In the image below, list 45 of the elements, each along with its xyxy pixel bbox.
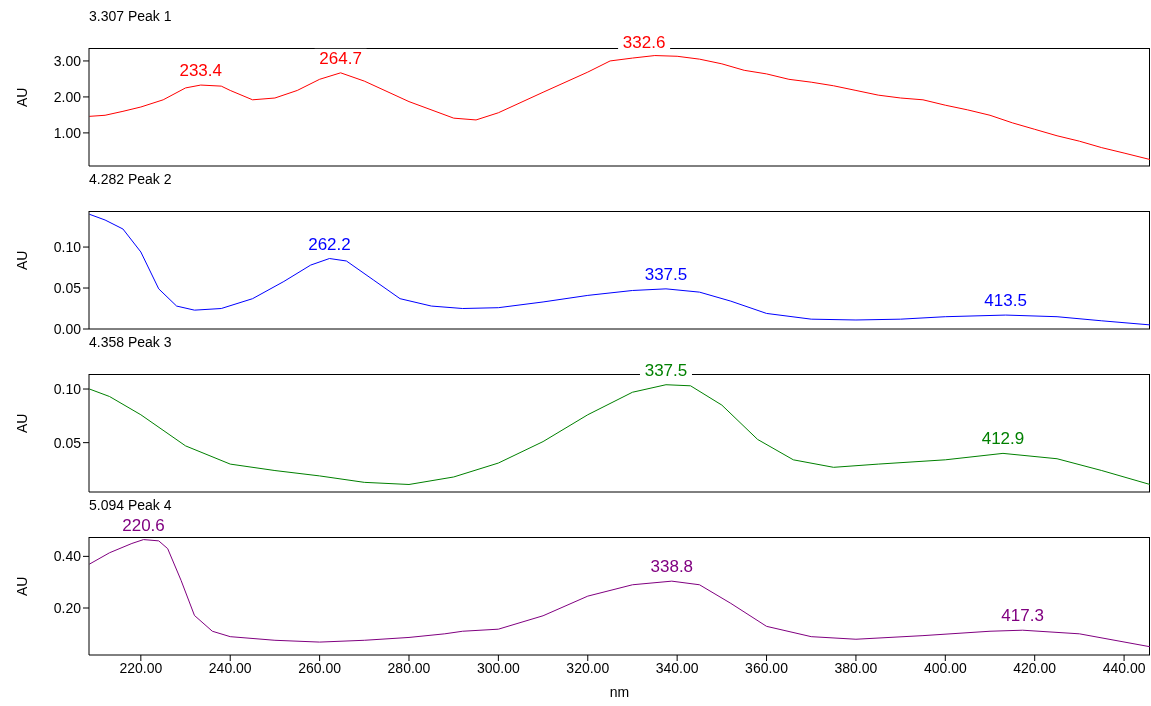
annotation: 338.8 xyxy=(650,557,694,577)
line-series xyxy=(89,384,1150,485)
x-tick-label: 340.00 xyxy=(655,659,699,676)
y-axis-title: AU xyxy=(13,250,30,270)
x-tick-label: 260.00 xyxy=(298,659,342,676)
chart-title: 4.282 Peak 2 xyxy=(89,171,172,187)
annotation: 332.6 xyxy=(622,32,666,52)
y-tick-label: 1.00 xyxy=(53,124,82,141)
x-tick-label: 380.00 xyxy=(834,659,878,676)
chart-title: 5.094 Peak 4 xyxy=(89,497,172,513)
y-tick-label: 2.00 xyxy=(53,88,82,105)
annotation: 337.5 xyxy=(644,264,688,284)
y-tick-label: 0.10 xyxy=(53,239,82,256)
line-series xyxy=(89,539,1150,648)
y-tick-label: 0.00 xyxy=(53,320,82,337)
annotation: 413.5 xyxy=(984,291,1027,311)
y-tick-label: 3.00 xyxy=(53,52,82,69)
x-tick-label: 280.00 xyxy=(387,659,431,676)
annotation: 262.2 xyxy=(308,234,351,254)
y-tick-label: 0.40 xyxy=(53,548,82,565)
annotation: 337.5 xyxy=(644,360,688,380)
x-tick-label: 300.00 xyxy=(476,659,520,676)
y-tick-label: 0.05 xyxy=(53,434,82,451)
x-tick-label: 220.00 xyxy=(119,659,163,676)
y-tick-label: 0.20 xyxy=(53,599,82,616)
x-tick-label: 240.00 xyxy=(208,659,252,676)
y-axis-title: AU xyxy=(13,413,30,433)
x-tick-label: 320.00 xyxy=(566,659,610,676)
y-axis-title: AU xyxy=(13,87,30,107)
chart-title: 3.307 Peak 1 xyxy=(89,8,172,24)
x-tick-label: 420.00 xyxy=(1013,659,1057,676)
line-series xyxy=(89,213,1150,326)
chart-title: 4.358 Peak 3 xyxy=(89,334,172,350)
annotation: 412.9 xyxy=(981,429,1025,449)
y-axis-title: AU xyxy=(13,576,30,596)
annotation: 233.4 xyxy=(179,61,222,81)
y-tick-label: 0.10 xyxy=(53,380,82,397)
annotation: 417.3 xyxy=(1001,606,1044,626)
x-tick-label: 400.00 xyxy=(923,659,967,676)
x-tick-label: 440.00 xyxy=(1102,659,1146,676)
annotation: 264.7 xyxy=(319,48,362,68)
x-tick-label: 360.00 xyxy=(745,659,789,676)
y-tick-label: 0.05 xyxy=(53,280,82,296)
annotation: 220.6 xyxy=(122,515,165,535)
x-axis-title: nm xyxy=(609,684,630,700)
